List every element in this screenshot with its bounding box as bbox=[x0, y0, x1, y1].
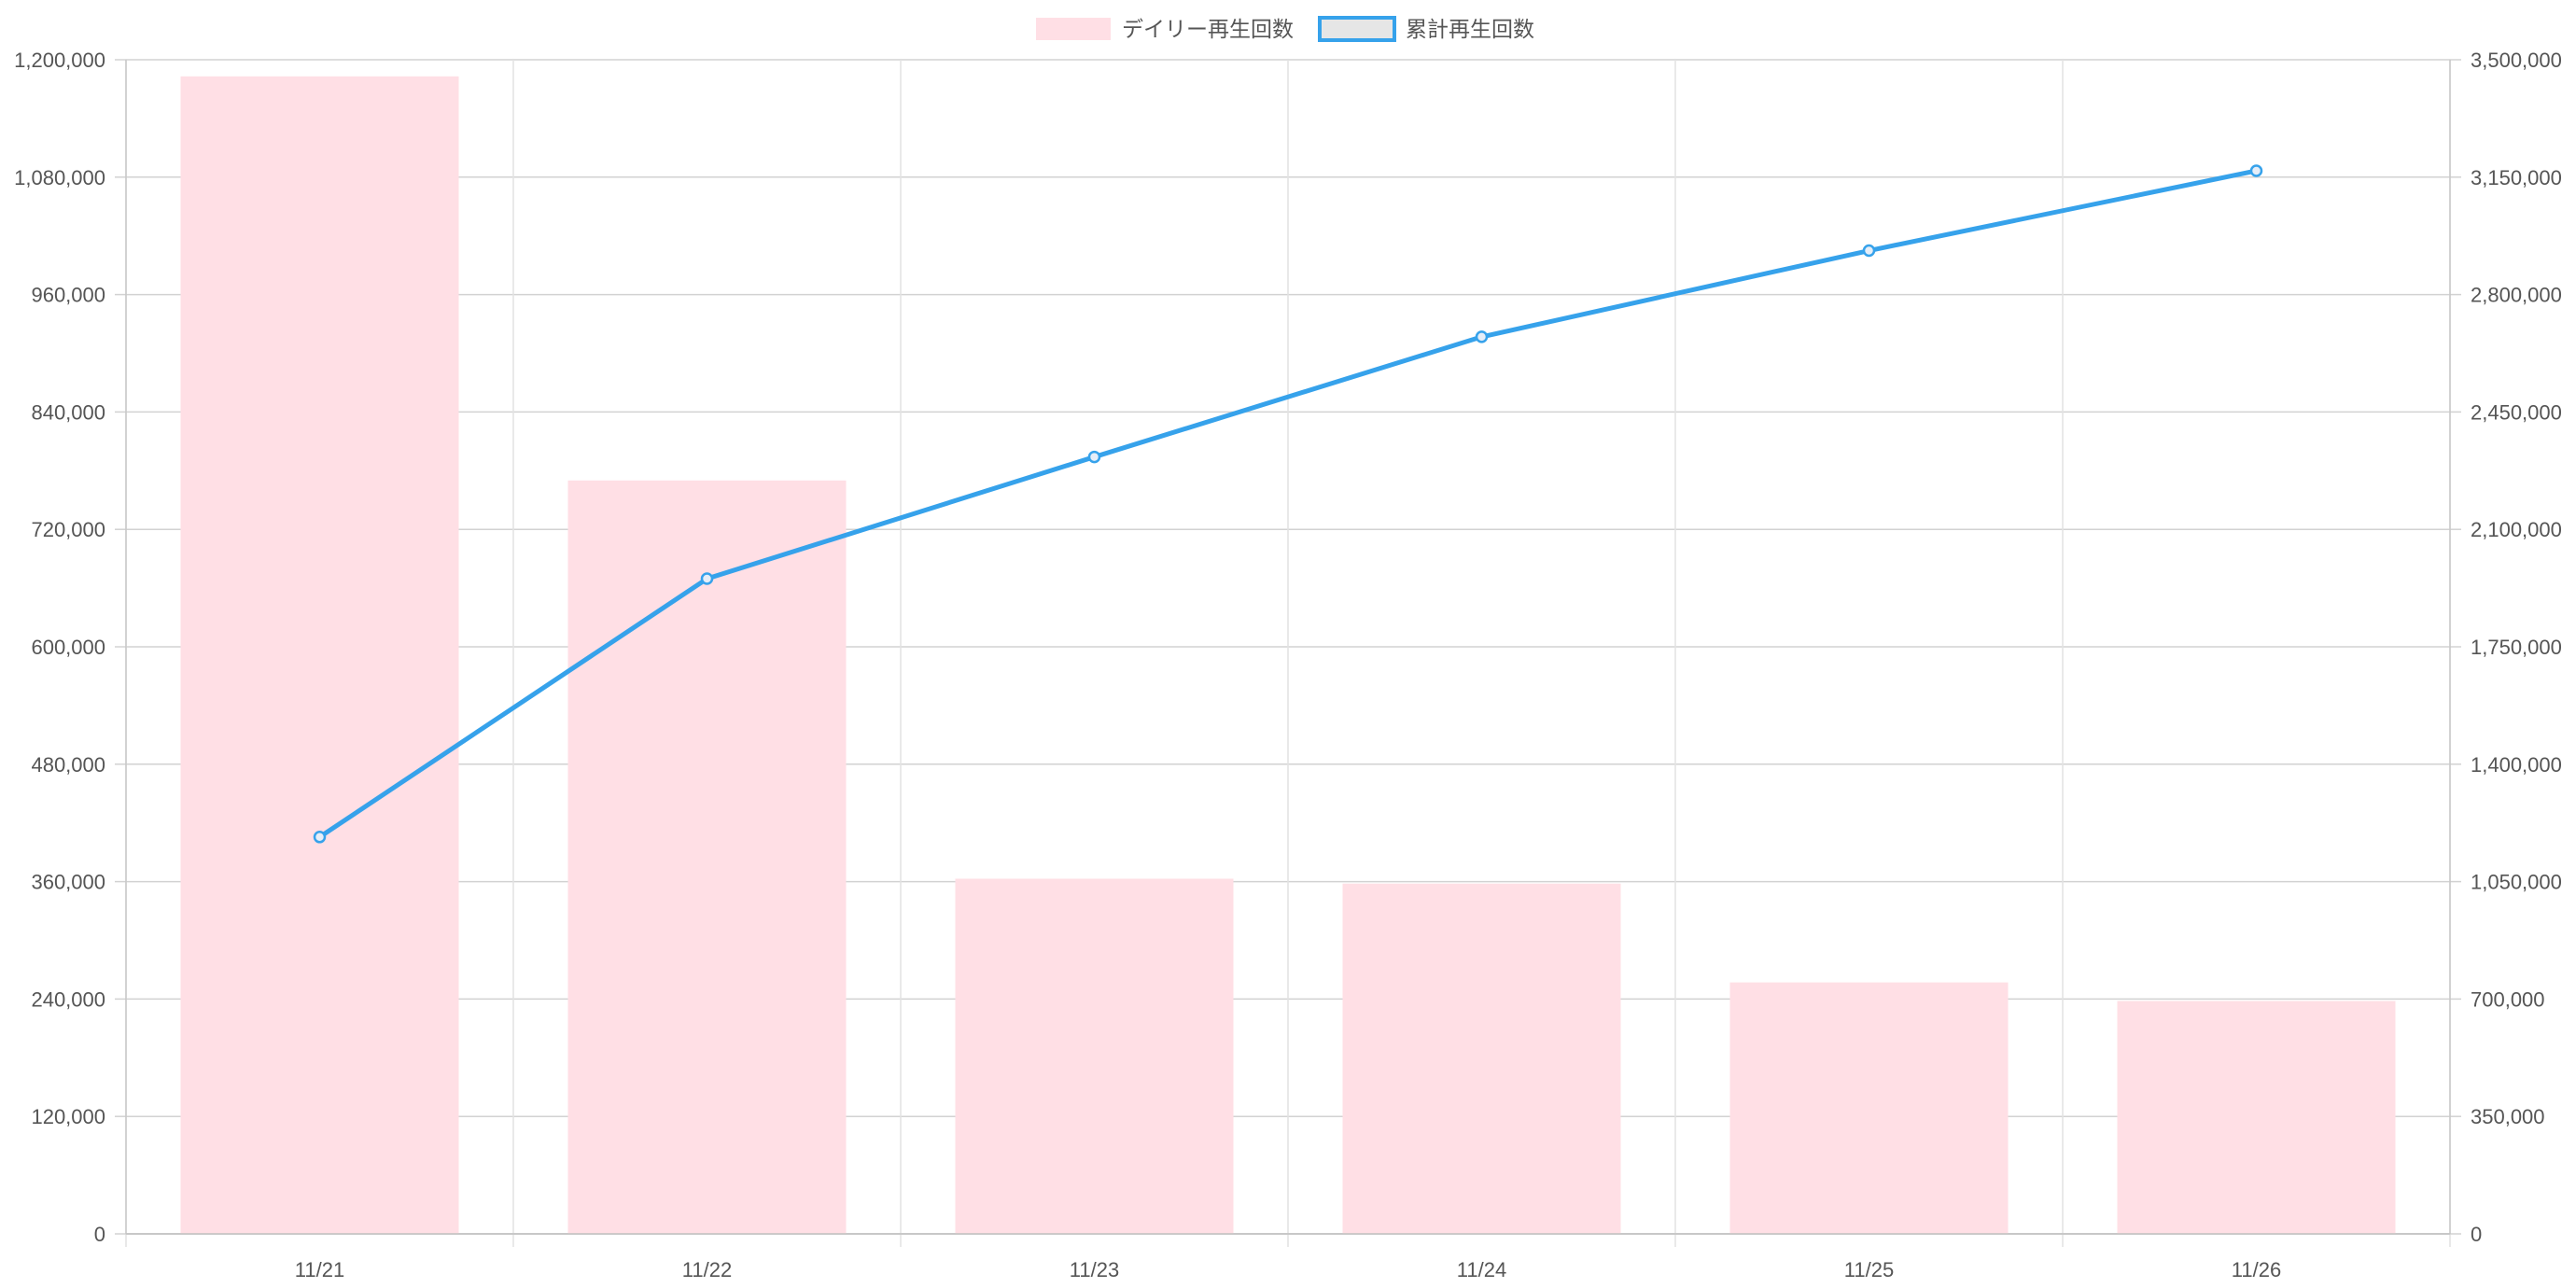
y-right-tick-label: 3,500,000 bbox=[2471, 49, 2562, 72]
x-tick-label: 11/25 bbox=[1844, 1258, 1894, 1281]
legend-label-cumulative[interactable]: 累計再生回数 bbox=[1406, 18, 1534, 42]
point-cumulative-11-26 bbox=[2249, 164, 2263, 177]
x-tick-label: 11/21 bbox=[295, 1258, 344, 1281]
x-tick-label: 11/23 bbox=[1070, 1258, 1119, 1281]
x-tick-label: 11/22 bbox=[682, 1258, 732, 1281]
y-left-tick-label: 120,000 bbox=[31, 1105, 105, 1128]
bar-daily-11-24 bbox=[1342, 883, 1621, 1234]
line-layer bbox=[313, 164, 2263, 844]
point-cumulative-11-21 bbox=[313, 831, 327, 844]
bar-daily-11-21 bbox=[180, 76, 459, 1235]
y-right-tick-label: 700,000 bbox=[2471, 987, 2545, 1011]
bar-daily-11-26 bbox=[2117, 1001, 2396, 1234]
y-left-tick-label: 600,000 bbox=[31, 636, 105, 659]
legend-label-daily[interactable]: デイリー再生回数 bbox=[1122, 18, 1294, 42]
y-left-tick-label: 720,000 bbox=[31, 518, 105, 541]
line-cumulative bbox=[317, 168, 2259, 840]
legend: デイリー再生回数 累計再生回数 bbox=[1036, 16, 1534, 42]
y-right-tick-label: 1,050,000 bbox=[2471, 871, 2562, 894]
point-cumulative-11-23 bbox=[1087, 450, 1101, 464]
y-left-tick-label: 360,000 bbox=[31, 871, 105, 894]
bar-daily-11-23 bbox=[955, 878, 1234, 1234]
y-right-tick-label: 3,150,000 bbox=[2471, 166, 2562, 189]
x-tick-label: 11/26 bbox=[2232, 1258, 2281, 1281]
axis-layer: 0 0 120,000 350,000 240,000 700,000 360,000 1,0… bbox=[14, 49, 2562, 1281]
y-left-tick-label: 840,000 bbox=[31, 400, 105, 424]
legend-swatch-cumulative[interactable] bbox=[1318, 16, 1396, 42]
y-right-tick-label: 2,800,000 bbox=[2471, 284, 2562, 307]
y-left-tick-label: 0 bbox=[94, 1223, 105, 1246]
y-right-tick-label: 1,750,000 bbox=[2471, 636, 2562, 659]
x-tick-label: 11/24 bbox=[1457, 1258, 1506, 1281]
y-left-tick-label: 480,000 bbox=[31, 753, 105, 777]
bar-daily-11-22 bbox=[567, 480, 847, 1234]
y-left-tick-label: 960,000 bbox=[31, 284, 105, 307]
bar-daily-11-25 bbox=[1729, 982, 2009, 1234]
bar-layer bbox=[180, 76, 2396, 1235]
y-right-tick-label: 2,100,000 bbox=[2471, 518, 2562, 541]
legend-swatch-daily[interactable] bbox=[1036, 18, 1111, 40]
point-cumulative-11-25 bbox=[1862, 244, 1876, 258]
point-cumulative-11-24 bbox=[1475, 330, 1489, 343]
y-right-tick-label: 2,450,000 bbox=[2471, 400, 2562, 424]
y-right-tick-label: 1,400,000 bbox=[2471, 753, 2562, 777]
y-left-tick-label: 1,080,000 bbox=[14, 166, 105, 189]
grid-layer bbox=[125, 59, 2451, 1247]
y-right-tick-label: 350,000 bbox=[2471, 1105, 2545, 1128]
y-left-tick-label: 240,000 bbox=[31, 987, 105, 1011]
y-right-tick-label: 0 bbox=[2471, 1223, 2482, 1246]
point-cumulative-11-22 bbox=[700, 572, 714, 585]
y-left-tick-label: 1,200,000 bbox=[14, 49, 105, 72]
